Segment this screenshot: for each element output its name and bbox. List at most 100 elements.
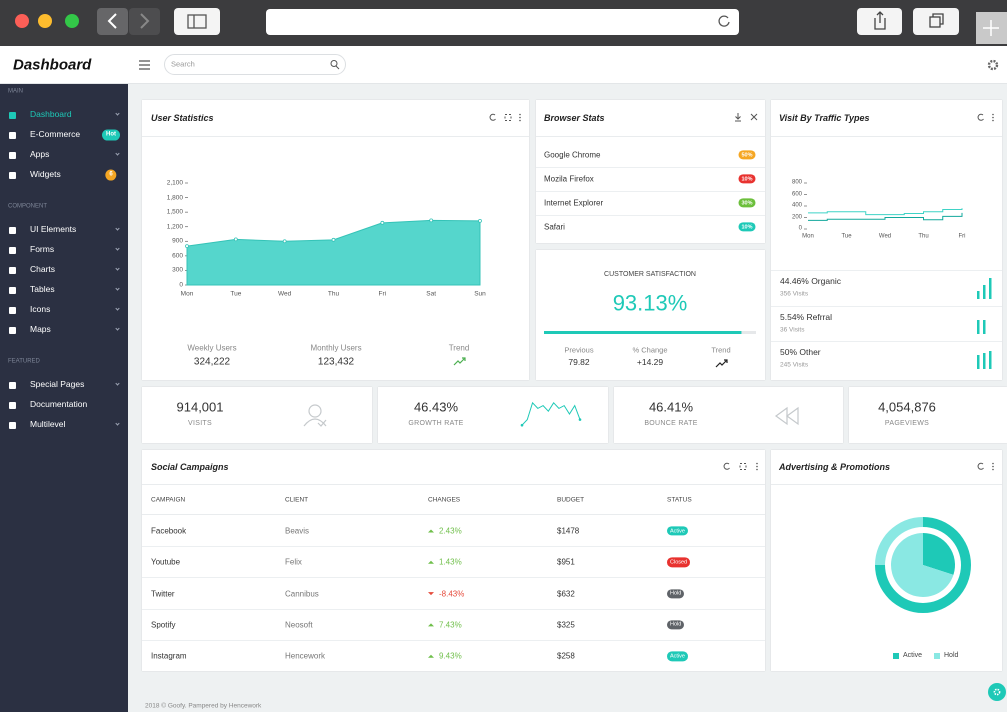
sidebar-item[interactable]: Apps	[30, 149, 50, 160]
refresh-icon[interactable]	[977, 113, 984, 121]
y-tick-label: 1,500	[166, 208, 183, 216]
cell: 9.43%	[439, 651, 462, 661]
change-arrow	[428, 623, 434, 627]
kpi-label: VISITS	[188, 419, 212, 427]
search-placeholder: Search	[171, 59, 195, 69]
cell: Beavis	[285, 526, 310, 536]
x-tick-label: Wed	[878, 233, 892, 240]
menu-icon[interactable]	[139, 60, 150, 70]
divider	[536, 136, 765, 137]
address-bar[interactable]	[266, 9, 739, 35]
minimize-button[interactable]	[38, 14, 52, 28]
kpi-value: 914,001	[176, 399, 224, 415]
sidebar-item[interactable]: Dashboard	[30, 109, 72, 120]
point	[429, 218, 434, 223]
y-tick-label: 0	[179, 281, 183, 289]
y-tick-label: 1,800	[166, 193, 183, 201]
donut-segment	[875, 517, 923, 565]
back-button[interactable]	[97, 8, 128, 35]
settings-icon[interactable]	[987, 59, 999, 71]
sidebar-icon	[187, 14, 207, 29]
column-header: BUDGET	[557, 496, 585, 504]
kpi-value: 46.43%	[413, 399, 459, 415]
stat-value: 79.82	[568, 357, 590, 368]
sidebar-item[interactable]: E-Commerce	[30, 129, 81, 140]
refresh-icon[interactable]	[723, 462, 730, 470]
search-icon	[335, 65, 340, 70]
row-divider	[536, 167, 765, 168]
kpi-value: 46.41%	[648, 399, 694, 415]
search-box[interactable]	[164, 54, 346, 75]
sidebar-icon	[9, 326, 16, 334]
sparkline	[521, 401, 581, 426]
refresh-icon[interactable]	[489, 113, 496, 121]
tabs-icon	[929, 16, 941, 28]
sidebar-icon	[9, 421, 16, 429]
change-arrow	[428, 560, 434, 564]
y-tick-label: 200	[791, 214, 802, 221]
close-button[interactable]	[15, 14, 29, 28]
row-divider	[771, 270, 1002, 271]
social-card	[142, 450, 765, 671]
expand-icon[interactable]	[504, 114, 512, 121]
cell: $258	[557, 651, 575, 661]
sidebar-item[interactable]: UI Elements	[30, 224, 77, 235]
reload-icon[interactable]	[718, 15, 730, 27]
satisfaction-card	[536, 250, 765, 380]
trend-icon	[715, 359, 728, 368]
sidebar-item[interactable]: Maps	[30, 324, 51, 335]
sidebar-icon	[9, 151, 16, 159]
sidebar-icon	[9, 226, 16, 234]
cell: Cannibus	[285, 589, 319, 598]
status-badge: Hold	[667, 588, 685, 599]
status-badge: Active	[667, 651, 688, 661]
sidebar-toggle[interactable]	[174, 8, 220, 35]
source-name: 44.46% Organic	[780, 276, 841, 287]
cell: Hencework	[285, 651, 326, 661]
sidebar-item[interactable]: Tables	[30, 284, 55, 295]
change-arrow	[428, 529, 434, 533]
x-tick-label: Tue	[841, 233, 852, 240]
settings-fab[interactable]	[988, 683, 1006, 701]
x-tick-label: Tue	[230, 290, 242, 298]
sidebar-item[interactable]: Multilevel	[30, 419, 66, 430]
zoom-button[interactable]	[65, 14, 79, 28]
refresh-icon[interactable]	[977, 462, 984, 470]
card-title: User Statistics	[151, 112, 214, 123]
browser-name: Google Chrome	[544, 150, 601, 160]
sidebar-icon	[9, 381, 16, 389]
sidebar-item[interactable]: Special Pages	[30, 379, 85, 390]
sidebar-icon	[9, 111, 16, 119]
kpi-label: BOUNCE RATE	[644, 419, 698, 427]
forward-button[interactable]	[129, 8, 160, 35]
cell: Spotify	[151, 620, 176, 630]
browser-name: Safari	[544, 222, 565, 232]
browser-share: 10%	[738, 174, 756, 184]
x-tick-label: Wed	[278, 290, 292, 298]
download-icon[interactable]	[735, 113, 741, 122]
column-header: CAMPAIGN	[151, 496, 186, 504]
legend-label: Hold	[944, 651, 959, 659]
forward-icon	[140, 13, 150, 29]
sidebar-item[interactable]: Charts	[30, 264, 56, 275]
sidebar-badge: 6	[105, 169, 117, 181]
tabs-button[interactable]	[913, 8, 959, 35]
sidebar-item[interactable]: Forms	[30, 244, 55, 255]
row-divider	[771, 341, 1002, 342]
sidebar-item[interactable]: Documentation	[30, 399, 88, 410]
source-name: 5.54% Refrral	[780, 312, 832, 323]
kpi-label: GROWTH RATE	[408, 419, 464, 427]
close-icon[interactable]	[750, 113, 758, 121]
kpi-card	[614, 387, 843, 443]
cell: $325	[557, 620, 575, 630]
search-icon[interactable]	[330, 60, 338, 67]
column-header: CHANGES	[428, 496, 461, 504]
column-header: CLIENT	[285, 496, 309, 504]
sidebar-item[interactable]: Widgets	[30, 169, 61, 180]
progress-fill	[544, 331, 742, 334]
y-tick-label: 600	[172, 252, 183, 260]
sidebar-item[interactable]: Icons	[30, 304, 51, 315]
expand-icon[interactable]	[739, 463, 747, 470]
y-tick-label: 900	[172, 237, 183, 245]
x-tick-label: Sat	[426, 290, 437, 298]
